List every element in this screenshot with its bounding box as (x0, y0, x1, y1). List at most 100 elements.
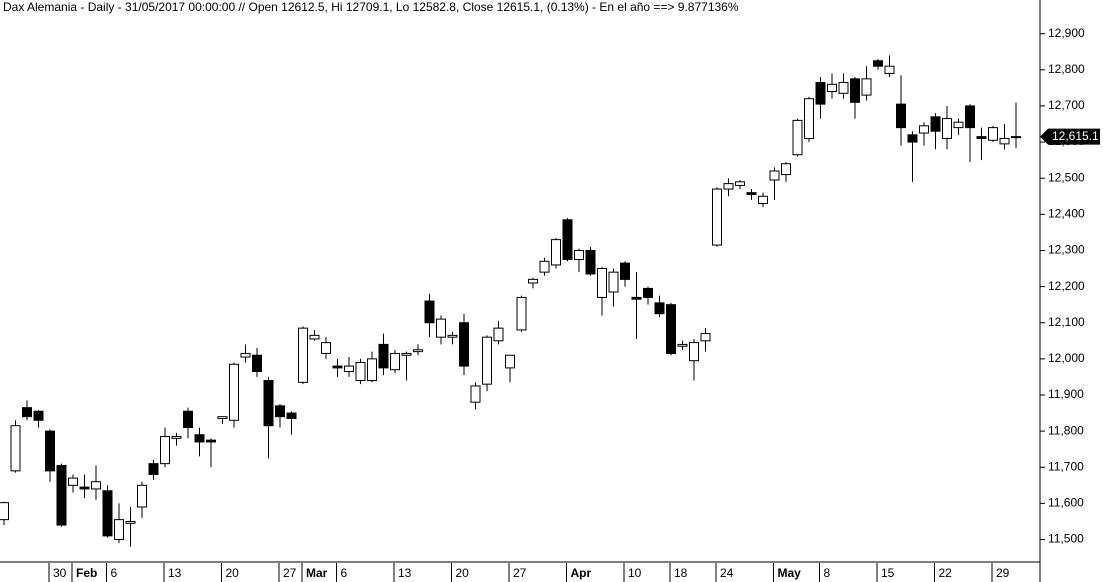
y-tick-label: 11,600 (1048, 496, 1084, 510)
candle-body (815, 81, 826, 105)
candle-body (160, 436, 170, 465)
x-tick-label: 15 (881, 566, 895, 580)
x-tick-label: 30 (53, 566, 67, 580)
x-tick-label: 20 (456, 566, 470, 580)
x-tick-label: 6 (111, 566, 118, 580)
candle-body (0, 502, 9, 521)
candle-body (746, 192, 757, 195)
candle-body (712, 188, 722, 246)
candle-body (298, 327, 308, 383)
candle-body (252, 354, 262, 373)
candle-body (217, 416, 228, 419)
candle-body (976, 136, 987, 139)
y-tick-label: 12,000 (1048, 351, 1085, 365)
candle-body (424, 300, 435, 324)
candle-body (137, 484, 147, 508)
candle-body (792, 119, 803, 156)
candle-body (574, 249, 584, 260)
candle-body (148, 463, 159, 475)
candle-body (194, 434, 205, 443)
candle-body (758, 195, 768, 204)
candle-body (459, 322, 469, 367)
candle-body (827, 83, 837, 92)
candle-body (804, 98, 814, 139)
candle-body (942, 118, 952, 139)
candle-body (56, 464, 67, 526)
candle-body (551, 239, 561, 266)
y-tick-label: 12,800 (1048, 62, 1085, 76)
x-tick-label: Mar (306, 566, 328, 580)
candle-body (597, 268, 607, 298)
candle-body (850, 78, 860, 103)
candle-body (930, 116, 941, 132)
candle-body (321, 342, 331, 354)
candle-body (896, 103, 906, 129)
candle-body (1011, 136, 1021, 139)
last-price-marker (1040, 128, 1100, 145)
candle-body (125, 520, 136, 524)
candle-body (631, 296, 642, 300)
candle-body (344, 365, 354, 373)
x-tick-label: 27 (513, 566, 527, 580)
candle-body (33, 410, 44, 421)
x-tick-label: 13 (398, 566, 412, 580)
candle-body (447, 334, 458, 338)
candle-body (309, 334, 320, 340)
candle-body (79, 486, 90, 490)
candle-body (45, 430, 55, 472)
candle-body (585, 249, 596, 275)
y-tick-label: 12,200 (1048, 279, 1085, 293)
candle-body (286, 412, 297, 419)
candle-body (620, 262, 630, 280)
y-tick-label: 11,900 (1048, 387, 1084, 401)
candle-body (988, 127, 998, 141)
candle-body (275, 405, 285, 418)
x-tick-label: 10 (628, 566, 642, 580)
candle-body (91, 481, 101, 490)
y-tick-label: 11,500 (1048, 532, 1084, 546)
y-tick-label: 12,500 (1048, 170, 1085, 184)
candle-body (666, 304, 676, 354)
candle-body (999, 137, 1010, 145)
x-tick-label: 18 (674, 566, 688, 580)
candle-body (206, 439, 216, 443)
candle-body (332, 365, 343, 369)
candle-body (10, 425, 21, 472)
x-tick-label: 20 (226, 566, 240, 580)
candle-body (183, 410, 193, 429)
y-tick-label: 12,400 (1048, 207, 1085, 221)
candle-body (171, 436, 182, 439)
candle-body (436, 318, 446, 338)
chart-title: Dax Alemania - Daily - 31/05/2017 00:00:… (3, 0, 739, 14)
candle-body (953, 121, 964, 129)
candle-body (723, 183, 734, 190)
candle-body (68, 477, 78, 486)
candle-body (229, 363, 239, 421)
candle-body (390, 352, 400, 371)
x-tick-label: Feb (76, 566, 97, 580)
candle-body (838, 81, 849, 94)
y-tick-label: 12,700 (1048, 98, 1085, 112)
candle-body (240, 352, 251, 358)
candle-body (378, 343, 389, 369)
candle-body (907, 134, 918, 143)
x-tick-label: 8 (824, 566, 831, 580)
candle-body (505, 354, 515, 369)
candle-body (470, 385, 481, 403)
x-tick-label: 29 (996, 566, 1010, 580)
candle-body (689, 342, 699, 362)
candle-body (493, 327, 504, 342)
candle-body (654, 302, 665, 315)
x-tick-label: May (778, 566, 802, 580)
candle-body (608, 271, 619, 293)
x-tick-label: Apr (571, 566, 592, 580)
y-tick-label: 11,800 (1048, 423, 1084, 437)
candle-body (965, 105, 975, 129)
candle-body (643, 287, 653, 298)
y-tick-label: 12,300 (1048, 243, 1085, 257)
x-tick-label: 6 (341, 566, 348, 580)
candle-body (919, 125, 929, 134)
candle-body (355, 361, 366, 382)
